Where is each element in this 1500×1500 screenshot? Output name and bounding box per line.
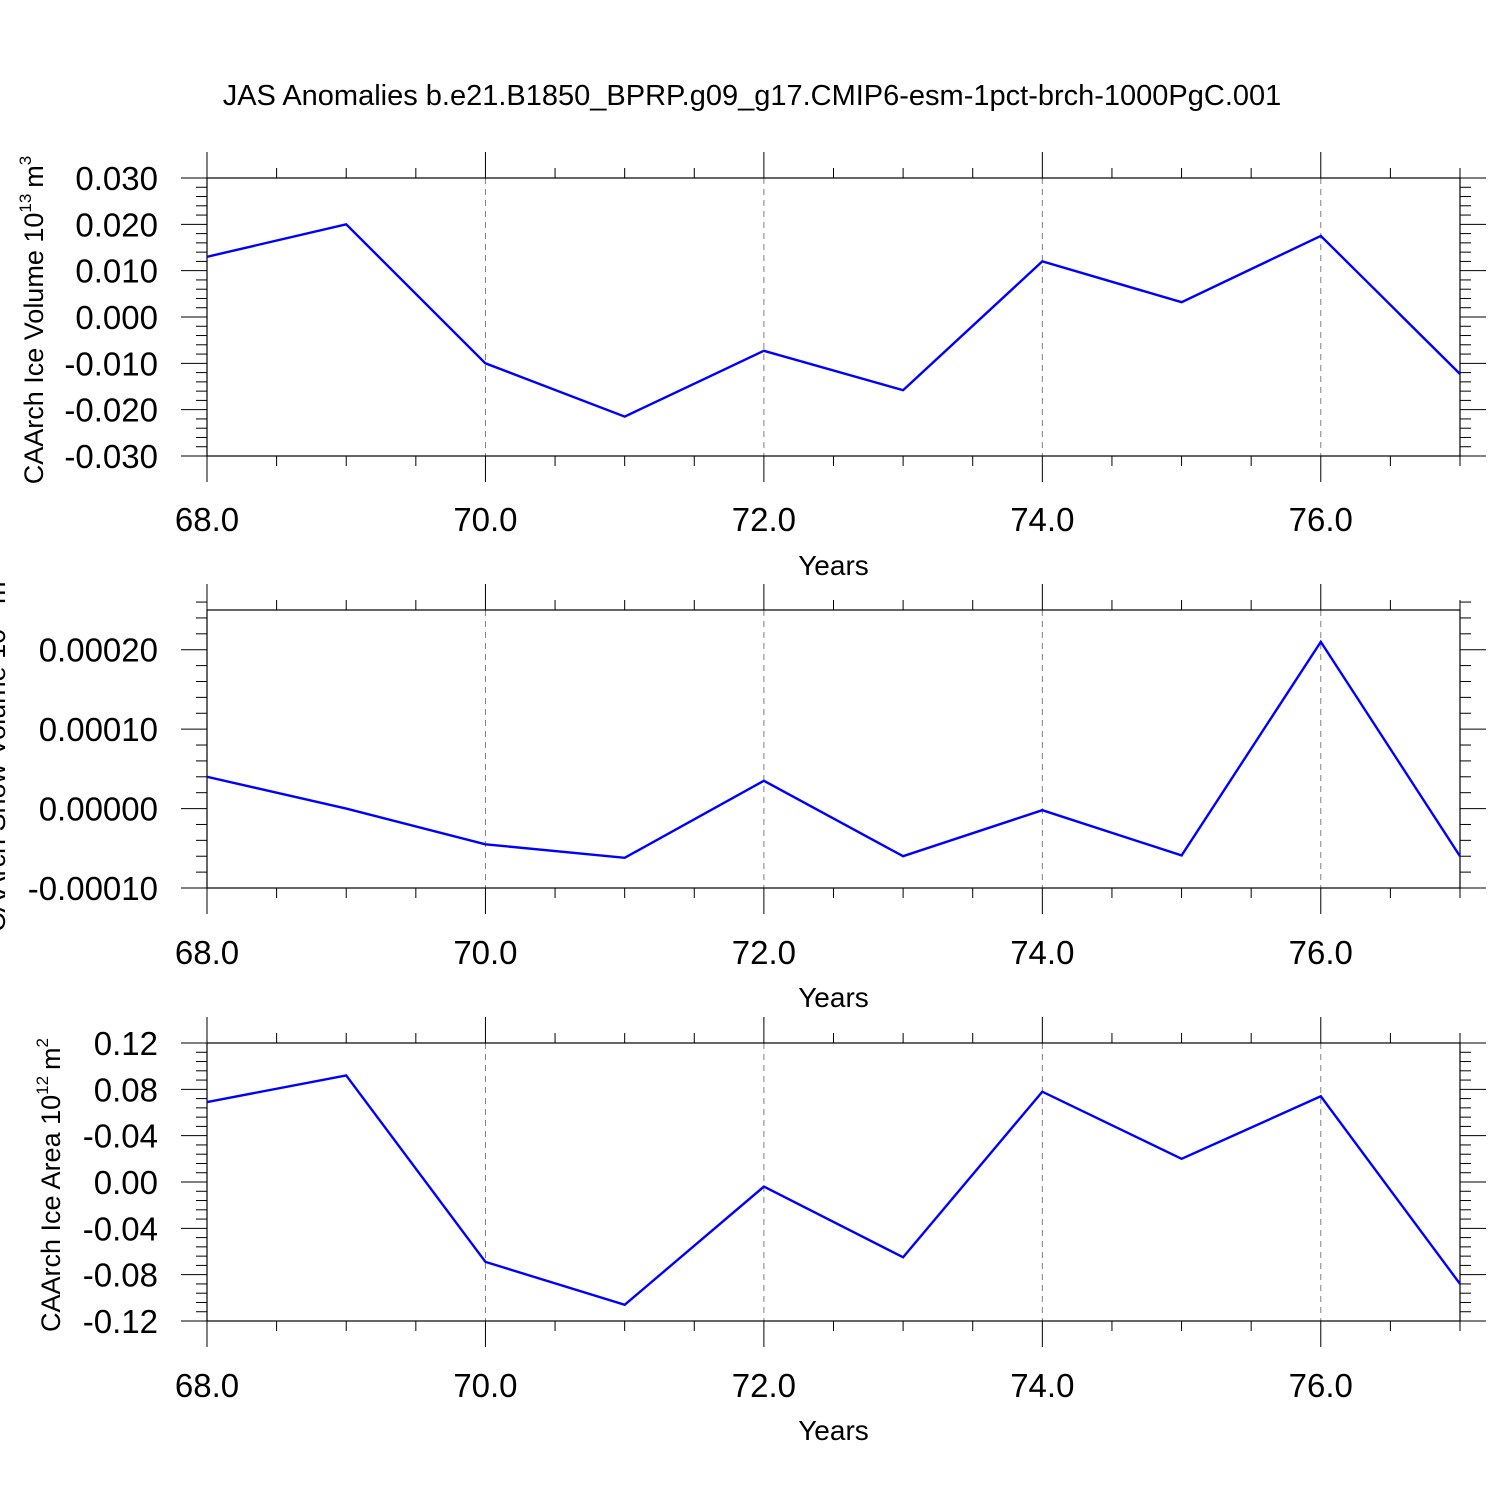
y-tick-label: 0.010 [75,253,158,290]
y-tick-label: 0.00010 [39,711,158,748]
y-tick-label: -0.04 [83,1210,158,1247]
y-tick-label: -0.030 [64,438,158,475]
y-axis-label-unit-exponent: 2 [33,1038,52,1047]
panels: 68.0 70.0 72.0 74.0 76.0 Years -0.030 -0.020 -0.… [0,152,1486,1446]
y-tick-label: 0.020 [75,206,158,243]
plot-frame [206,1042,1461,1322]
x-tick-label: 74.0 [1010,934,1074,971]
x-tick-label: 68.0 [175,934,239,971]
x-tick-label: 68.0 [175,1367,239,1404]
y-axis-label: CAArch Snow Volume 1013m3 [0,572,11,932]
x-tick-label: 76.0 [1289,501,1353,538]
y-axis-label-unit: m [36,1047,66,1070]
series-line [207,1074,1460,1307]
y-tick-label: 0.00000 [39,791,158,828]
x-tick-label: 68.0 [175,501,239,538]
y-axis-label-unit: m [0,581,11,604]
y-tick-label: 0.00 [94,1164,158,1201]
x-axis-label: Years [798,550,869,581]
y-tick-label: -0.12 [83,1303,158,1340]
x-tick-label: 72.0 [732,934,796,971]
panel-middle: 68.0 70.0 72.0 74.0 76.0 Years -0.00010 0.00000… [0,572,1486,1013]
y-axis-label-unit-exponent: 3 [16,156,35,165]
y-tick-label: -0.00010 [28,870,158,907]
x-tick-label: 74.0 [1010,501,1074,538]
plot-frame [206,177,1461,457]
y-axis-label: CAArch Ice Area 1012 m2 [33,1038,66,1332]
y-tick-label: 0.12 [94,1025,158,1062]
panel-top: 68.0 70.0 72.0 74.0 76.0 Years -0.030 -0.020 -0.… [16,152,1486,581]
x-tick-label: 76.0 [1289,934,1353,971]
y-axis-label-text: CAArch Ice Volume 10 [19,213,49,485]
y-axis-label-text: CAArch Ice Area 10 [36,1095,66,1332]
x-tick-label: 70.0 [453,934,517,971]
x-axis-label: Years [798,1415,869,1446]
x-tick-label: 76.0 [1289,1367,1353,1404]
x-tick-label: 70.0 [453,1367,517,1404]
series-line [207,639,1460,860]
y-tick-label: -0.020 [64,392,158,429]
panel-bottom: 68.0 70.0 72.0 74.0 76.0 Years -0.12 -0.08 -0.04… [33,1017,1486,1446]
y-axis-label: CAArch Ice Volume 1013 m3 [16,156,49,485]
y-tick-label: 0.08 [94,1071,158,1108]
y-tick-label: -0.010 [64,345,158,382]
x-tick-label: 72.0 [732,501,796,538]
y-axis-label-unit: m [19,165,49,188]
y-axis-label-text: CAArch Snow Volume 10 [0,629,11,932]
chart-title: JAS Anomalies b.e21.B1850_BPRP.g09_g17.C… [223,80,1282,112]
plot-frame [206,609,1461,889]
y-axis-label-exponent: 12 [33,1076,52,1095]
x-tick-label: 74.0 [1010,1367,1074,1404]
y-tick-label: -0.04 [83,1118,158,1155]
y-axis-label-exponent: 13 [16,194,35,213]
y-tick-label: -0.08 [83,1257,158,1294]
x-tick-label: 70.0 [453,501,517,538]
series-line [207,222,1460,418]
x-tick-label: 72.0 [732,1367,796,1404]
y-tick-label: 0.00020 [39,632,158,669]
y-tick-label: 0.030 [75,160,158,197]
y-tick-label: 0.000 [75,299,158,336]
x-axis-label: Years [798,982,869,1013]
